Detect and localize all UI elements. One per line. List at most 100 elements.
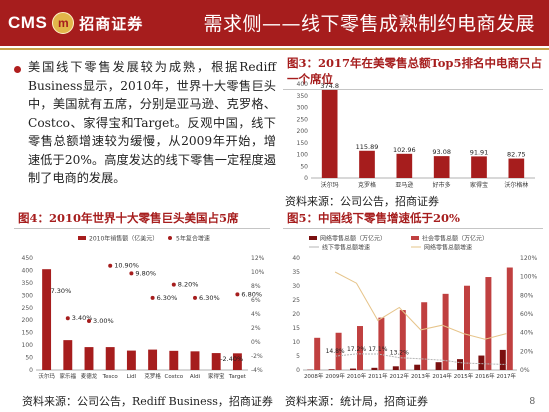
fig5-bar-total [314, 337, 321, 370]
fig5-y2-tick-label: 60% [520, 311, 534, 318]
fig4-growth-point [87, 319, 91, 323]
fig5-x-tick-label: 2008年 [304, 372, 324, 380]
fig4-y2-tick-label: 12% [251, 255, 265, 262]
fig3-y-tick-label: 0 [304, 175, 308, 182]
fig5-y2-tick-label: 100% [520, 274, 537, 281]
fig4-bar [169, 350, 179, 370]
fig4-growth-point [214, 356, 219, 361]
fig5-y-tick-label: 10 [292, 339, 300, 346]
fig5-x-tick-label: 2010年 [347, 372, 367, 380]
fig4-x-tick-label: Target [228, 374, 247, 380]
fig5-title: 图5：中国线下零售增速低于20% [283, 210, 543, 229]
fig3-x-tick-label: 好市多 [433, 181, 451, 189]
fig3-y-tick-label: 300 [297, 105, 309, 112]
fig5-x-tick-label: 2011年 [368, 372, 388, 380]
fig4-x-tick-label: 麦德龙 [81, 372, 98, 380]
fig5-growth-label: 14.8% [326, 348, 345, 355]
fig5-y-tick-label: 25 [292, 297, 300, 304]
fig4-growth-label: 3.40% [72, 314, 93, 322]
fig4-growth-point [150, 295, 155, 300]
fig5-bar-online [414, 364, 421, 370]
fig4-source: 资料来源：公司公告，Rediff Business，招商证券 [22, 395, 273, 408]
fig5-line-offline-growth [335, 353, 507, 365]
fig3-y-tick-label: 350 [297, 93, 309, 100]
fig5-bar-total [357, 326, 363, 370]
fig3-data-label: 91.91 [470, 148, 489, 156]
fig3-bar [471, 156, 487, 178]
fig4-growth-label: 10.90% [114, 262, 139, 270]
fig5-growth-label: 17.2% [347, 346, 366, 353]
fig3-y-tick-label: 100 [297, 152, 309, 159]
fig4-bar [42, 269, 52, 370]
fig5-bar-online [328, 369, 335, 370]
fig5-growth-label: 17.1% [368, 346, 387, 353]
logo-emblem-icon: m [52, 12, 75, 34]
fig5-bar-online [392, 366, 399, 370]
fig5-legend-label: 网络零售总额增速 [424, 244, 472, 252]
fig5-y-tick-label: 5 [296, 353, 300, 360]
bullet-paragraph: 美国线下零售发展较为成熟，根据Rediff Business显示，2010年，世… [28, 60, 276, 185]
fig3-y-tick-label: 250 [297, 116, 309, 123]
fig5-y2-tick-label: 0% [520, 367, 530, 374]
fig5-y2-tick-label: 120% [520, 255, 537, 262]
fig4-y-tick-label: 250 [22, 305, 34, 312]
fig4-bar [84, 347, 94, 370]
fig3-bar [433, 156, 450, 178]
fig5-bar-online [457, 359, 463, 370]
fig4-growth-label: 7.30% [51, 287, 72, 295]
fig4-growth-point [129, 271, 134, 276]
fig4-bar [126, 350, 136, 370]
fig3-chart: 0 50 100 150 200 250 300 350 400 374.8 沃尔玛 115.89 克罗… [297, 81, 535, 189]
page-number: 8 [529, 396, 535, 407]
fig4-y-tick-label: 50 [25, 355, 33, 362]
fig4-bar [232, 353, 242, 370]
fig3-data-label: 374.8 [320, 82, 339, 90]
bullet-icon [14, 66, 21, 73]
fig5-bar-total [464, 285, 470, 370]
fig4-legend-swatch-sales [78, 236, 86, 240]
fig4-bar [63, 340, 73, 370]
fig4-y2-tick-label: -2% [251, 353, 263, 360]
fig4-y-tick-label: 350 [22, 280, 34, 287]
fig5-bar-total [399, 310, 406, 370]
fig3-x-tick-label: 沃尔玛 [321, 181, 339, 189]
fig3-y-tick-label: 150 [297, 140, 309, 147]
fig3-x-tick-label: 亚马逊 [395, 181, 413, 189]
fig4-y-tick-label: 200 [22, 317, 34, 324]
fig4-y-tick-label: 100 [22, 342, 34, 349]
fig3-x-tick-label: 克罗格 [358, 181, 376, 189]
fig3-y-tick-label: 200 [297, 128, 309, 135]
fig5-bar-online [350, 368, 356, 370]
slide-title: 需求侧——线下零售成熟制约电商发展 [203, 13, 535, 35]
fig5-bar-online [371, 367, 378, 370]
fig4-growth-label: 9.80% [135, 269, 156, 277]
fig5-line-online-growth [334, 271, 507, 340]
fig3-bar [396, 153, 413, 178]
fig4-bar [105, 347, 115, 370]
fig4-x-tick-label: Lidl [127, 374, 137, 380]
fig5-bar-total [506, 267, 513, 370]
fig5-bar-total [442, 293, 449, 370]
fig5-x-tick-label: 2015年 [454, 372, 474, 380]
fig3-data-label: 82.75 [507, 151, 526, 159]
fig4-growth-label: -2.40% [220, 355, 243, 363]
fig3-source: 资料来源：公司公告，招商证券 [285, 195, 439, 208]
header-divider [0, 48, 549, 50]
fig3-y-tick-label: 400 [297, 81, 309, 88]
fig3-x-tick-label: 沃尔格林 [504, 181, 528, 189]
fig5-y-tick-label: 0 [296, 367, 300, 374]
fig4-growth-label: 6.30% [157, 294, 178, 302]
logo-company-name: 招商证券 [79, 15, 144, 33]
fig4-legend-label: 5年复合增速 [176, 235, 210, 243]
company-logo: CMS m 招商证券 [8, 9, 143, 37]
header-bar: CMS m 招商证券 需求侧——线下零售成熟制约电商发展 [0, 0, 549, 46]
fig3-bar [508, 158, 525, 178]
fig4-growth-point [65, 316, 70, 321]
fig5-legend-swatch-total [411, 236, 419, 240]
fig5-bar-online [499, 349, 506, 370]
fig4-x-tick-label: 沃尔玛 [38, 372, 55, 380]
fig4-legend-swatch-growth [168, 236, 172, 240]
fig5-growth-label: 13.2% [390, 350, 409, 357]
fig4-y-tick-label: 150 [22, 330, 34, 337]
fig5-legend-label: 线下零售总额增速 [322, 244, 370, 252]
